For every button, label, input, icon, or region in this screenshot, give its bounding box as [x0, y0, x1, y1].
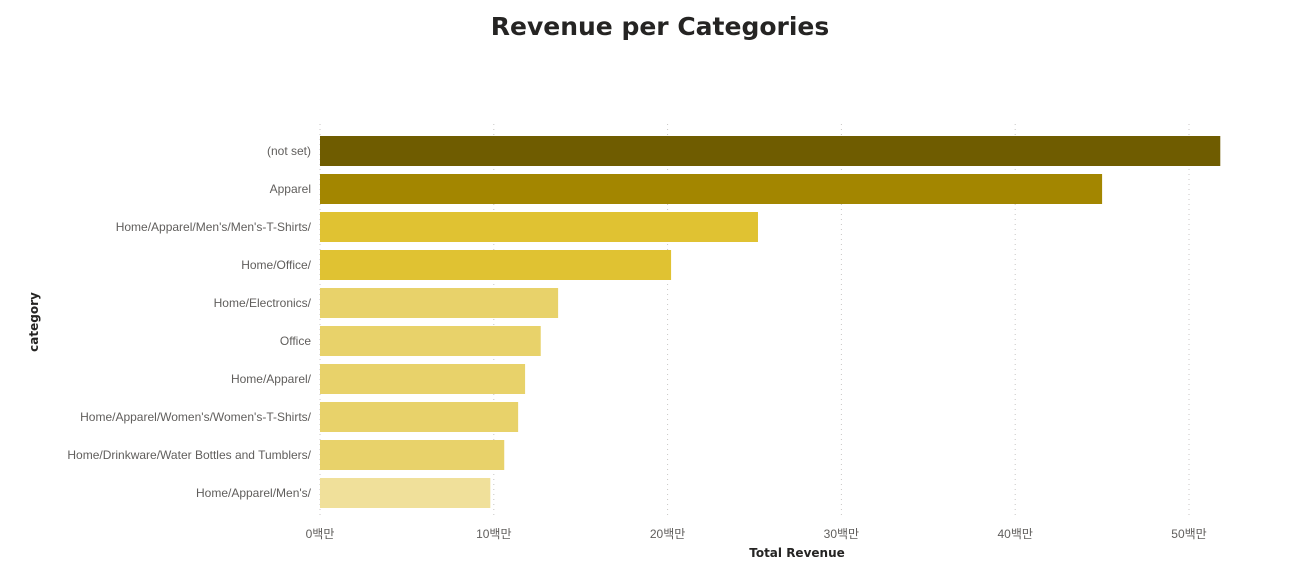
bar[interactable]: [320, 402, 519, 432]
bar[interactable]: [320, 212, 758, 242]
category-label: Home/Apparel/: [231, 372, 312, 386]
category-label: Home/Electronics/: [214, 296, 312, 310]
category-label: Home/Office/: [241, 258, 311, 272]
bar[interactable]: [320, 288, 559, 318]
category-label: (not set): [267, 144, 311, 158]
bar[interactable]: [320, 326, 541, 356]
x-tick-label: 20백만: [650, 527, 685, 541]
bars: [320, 136, 1221, 508]
category-label: Home/Apparel/Women's/Women's-T-Shirts/: [80, 410, 312, 424]
chart-title: Revenue per Categories: [490, 12, 830, 41]
category-label: Office: [280, 334, 311, 348]
bar[interactable]: [320, 364, 526, 394]
bar[interactable]: [320, 136, 1221, 166]
x-tick-label: 40백만: [997, 527, 1032, 541]
x-tick-label: 30백만: [824, 527, 859, 541]
x-axis-title: Total Revenue: [749, 546, 845, 560]
bar[interactable]: [320, 174, 1103, 204]
category-label: Home/Apparel/Men's/: [196, 486, 312, 500]
category-label: Home/Apparel/Men's/Men's-T-Shirts/: [116, 220, 312, 234]
x-tick-label: 0백만: [306, 527, 335, 541]
bar[interactable]: [320, 440, 505, 470]
category-axis-labels: (not set) Apparel Home/Apparel/Men's/Men's…: [67, 144, 311, 500]
x-tick-label: 50백만: [1171, 527, 1206, 541]
bar[interactable]: [320, 478, 491, 508]
x-tick-label: 10백만: [476, 527, 511, 541]
value-axis-ticks: 0백만 10백만 20백만 30백만 40백만 50백만: [306, 527, 1207, 541]
category-label: Apparel: [270, 182, 311, 196]
y-axis-title: category: [27, 292, 41, 352]
category-label: Home/Drinkware/Water Bottles and Tumbler…: [67, 448, 311, 462]
bar[interactable]: [320, 250, 672, 280]
